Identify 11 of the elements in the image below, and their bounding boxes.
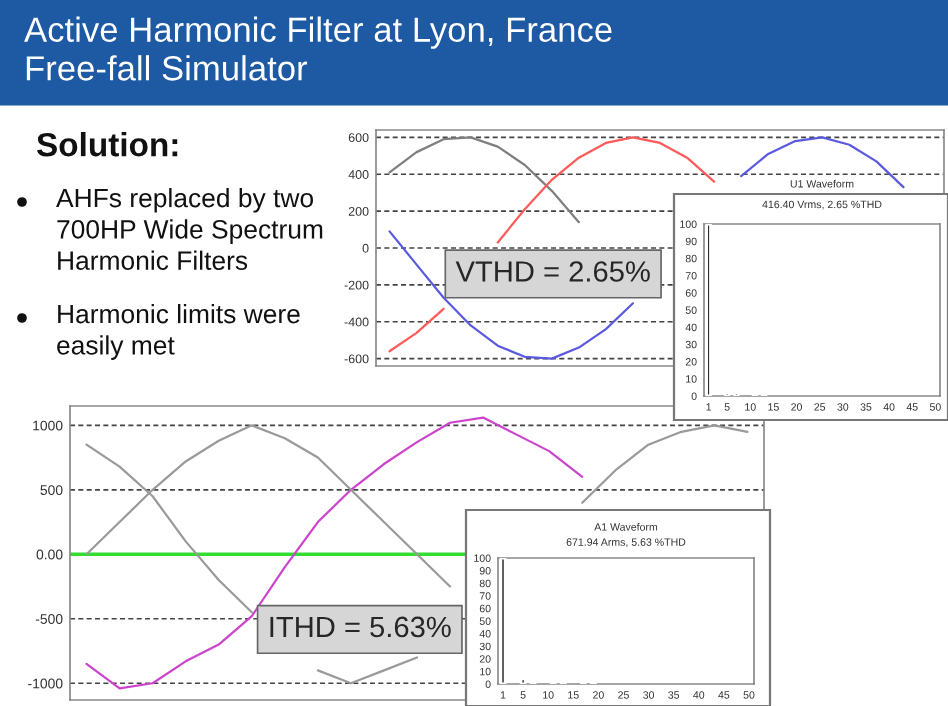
line-series xyxy=(388,136,580,224)
text: AHFs replaced by two 700HP Wide Spectrum Harmonic Filters xyxy=(56,188,323,270)
chart-title: Active Harmonic Filter at Lyon, France Free-fall Simulator xyxy=(24,16,612,81)
line-series xyxy=(740,136,905,189)
annotation: VTHD = 2.65% xyxy=(455,261,650,282)
annotation: ITHD = 5.63% xyxy=(270,616,451,638)
text: Solution: xyxy=(36,132,178,157)
text: Harmonic limits were easily met xyxy=(57,304,300,360)
line-series xyxy=(496,136,716,244)
bar xyxy=(519,677,527,684)
line-series xyxy=(581,424,749,504)
